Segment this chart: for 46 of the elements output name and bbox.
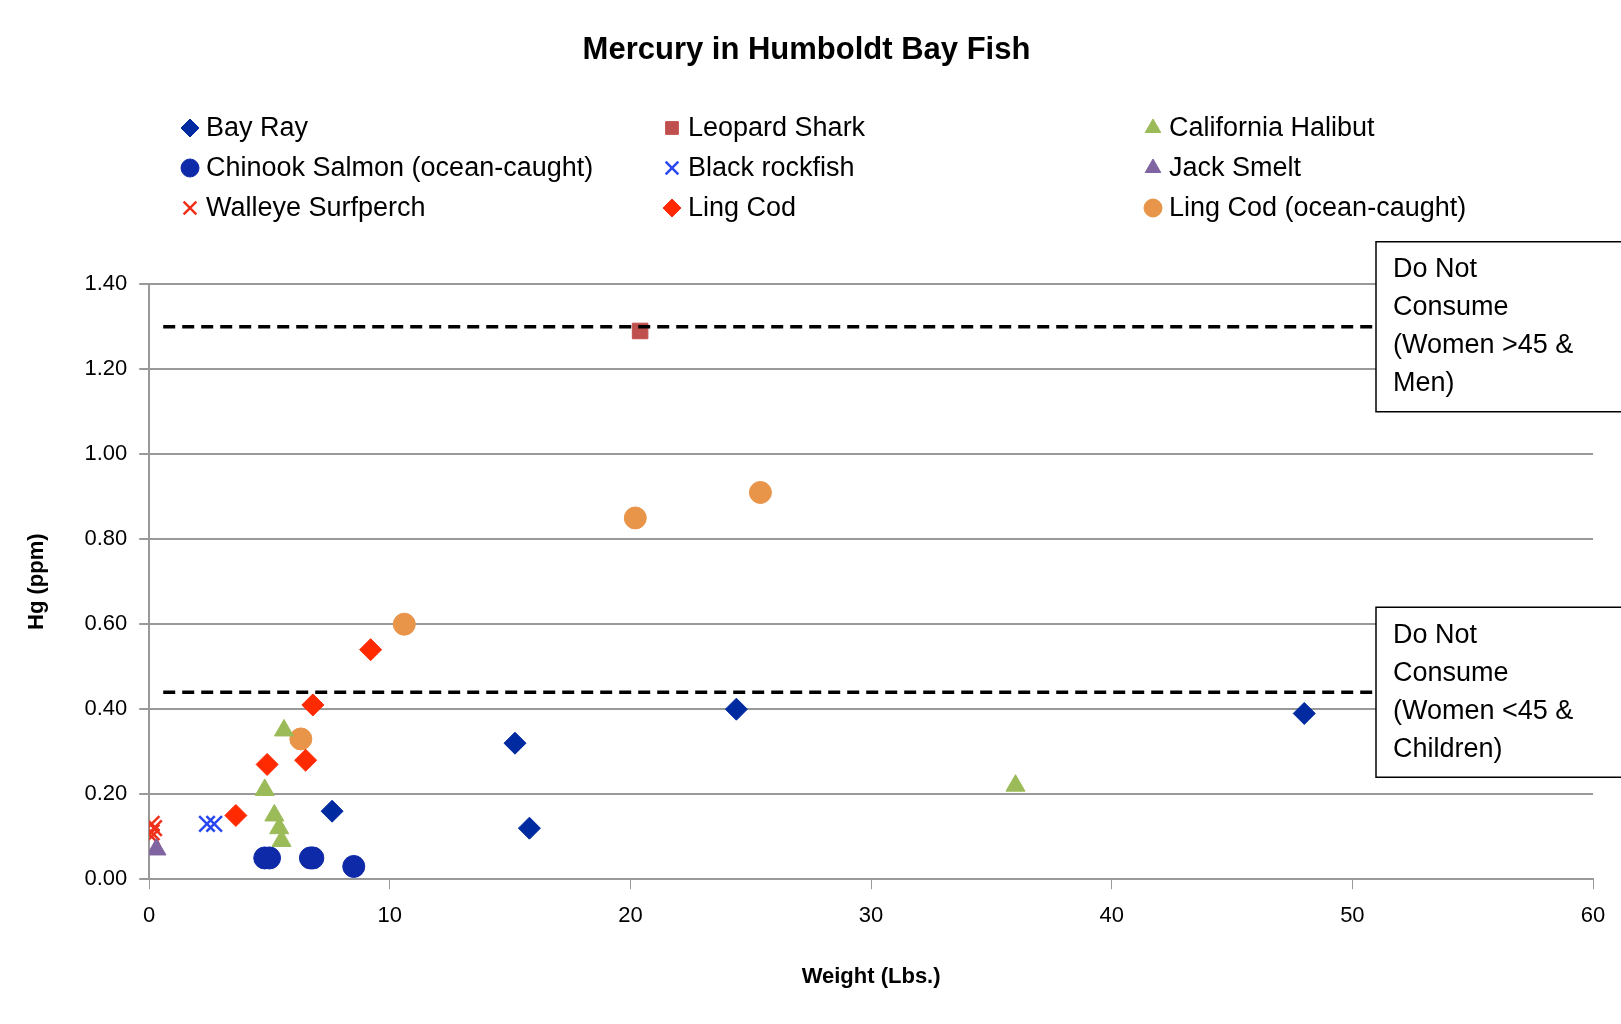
legend-label: Walleye Surfperch: [206, 192, 426, 223]
legend-label: Chinook Salmon (ocean-caught): [206, 152, 594, 183]
point: [392, 612, 416, 636]
point: [623, 506, 647, 530]
chart-title: Mercury in Humboldt Bay Fish: [582, 31, 1031, 67]
x-tick-label: 30: [858, 902, 884, 928]
point: [224, 803, 248, 827]
point: [724, 697, 748, 721]
point: [748, 480, 772, 504]
legend-label: Leopard Shark: [688, 112, 866, 143]
point: [517, 816, 541, 840]
point: [294, 748, 318, 772]
x-tick-label: 40: [1099, 902, 1124, 928]
x-axis-title: Weight (Lbs.): [801, 962, 941, 988]
point: [503, 731, 527, 755]
y-tick-label: 1.40: [84, 270, 128, 296]
point: [342, 854, 366, 878]
point: [359, 638, 383, 662]
y-tick-label: 0.80: [84, 525, 128, 551]
y-tick-label: 0.20: [84, 780, 128, 806]
point: [301, 693, 325, 717]
ref-line-label: Do Not Consume (Women <45 & Children): [1393, 618, 1574, 763]
point: [197, 814, 216, 833]
point: [205, 814, 224, 833]
y-tick-label: 0.00: [84, 865, 128, 891]
y-tick-label: 0.40: [84, 695, 128, 721]
y-axis-title: Hg (ppm): [23, 533, 49, 630]
point: [320, 799, 344, 823]
legend-label: California Halibut: [1169, 112, 1376, 143]
legend-label: Black rockfish: [688, 152, 855, 183]
point: [1292, 701, 1316, 725]
point: [255, 752, 279, 776]
y-tick-label: 0.60: [84, 610, 128, 636]
x-tick-label: 10: [377, 902, 403, 928]
ref-line-label: Do Not Consume (Women >45 & Men): [1393, 253, 1574, 398]
legend-label: Jack Smelt: [1169, 152, 1302, 183]
y-tick-label: 1.20: [84, 355, 128, 381]
point: [289, 727, 313, 751]
legend-label: Bay Ray: [206, 112, 309, 143]
y-tick-label: 1.00: [84, 440, 128, 466]
x-tick-label: 60: [1580, 902, 1606, 928]
x-tick-label: 0: [143, 902, 156, 928]
x-tick-label: 20: [618, 902, 643, 928]
x-tick-label: 50: [1340, 902, 1365, 928]
legend-label: Ling Cod (ocean-caught): [1169, 192, 1467, 223]
legend-label: Ling Cod: [688, 192, 797, 223]
